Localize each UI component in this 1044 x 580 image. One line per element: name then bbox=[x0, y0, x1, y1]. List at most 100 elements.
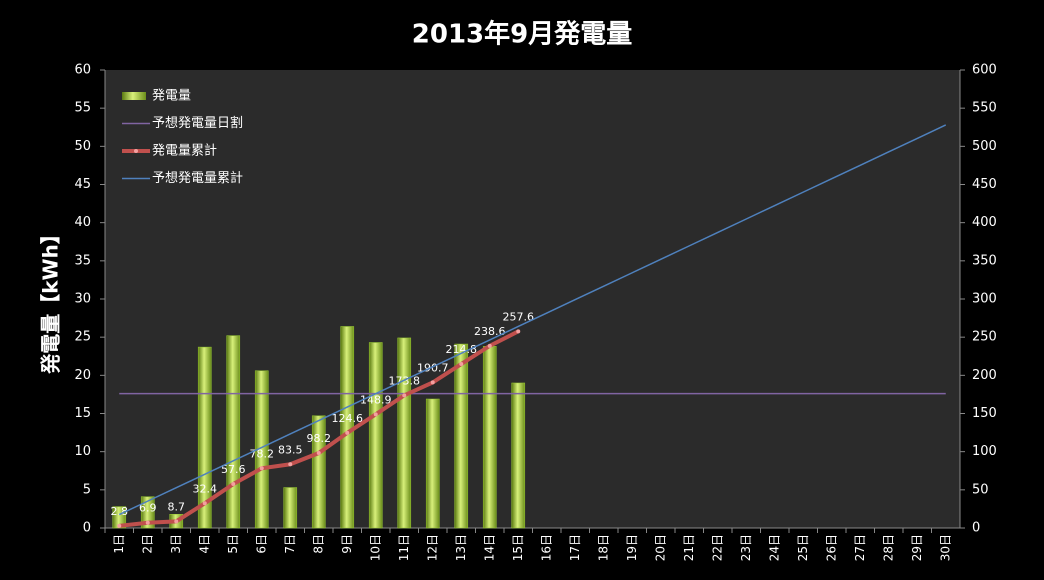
y-tick-label: 30 bbox=[74, 292, 91, 307]
marker bbox=[117, 523, 122, 528]
y2-tick-label: 0 bbox=[972, 521, 980, 536]
data-label: 257.6 bbox=[503, 310, 535, 323]
marker bbox=[288, 462, 293, 467]
y-tick-label: 60 bbox=[74, 63, 91, 78]
data-label: 98.2 bbox=[307, 432, 332, 445]
y2-tick-label: 300 bbox=[972, 292, 997, 307]
marker bbox=[145, 520, 150, 525]
x-tick-label: 14日 bbox=[482, 534, 496, 561]
y2-tick-label: 550 bbox=[972, 101, 997, 116]
data-label: 124.6 bbox=[332, 412, 364, 425]
y-tick-label: 40 bbox=[74, 215, 91, 230]
bar bbox=[482, 346, 497, 529]
bar bbox=[368, 342, 383, 529]
y-tick-label: 25 bbox=[74, 330, 91, 345]
x-tick-label: 3日 bbox=[169, 534, 183, 554]
y2-tick-label: 250 bbox=[972, 330, 997, 345]
marker bbox=[459, 362, 464, 367]
legend-label: 予想発電量日割 bbox=[152, 115, 243, 131]
x-tick-label: 2日 bbox=[140, 534, 154, 554]
y-tick-label: 55 bbox=[74, 101, 91, 116]
marker bbox=[516, 329, 521, 334]
x-tick-label: 24日 bbox=[767, 534, 781, 561]
y2-tick-label: 150 bbox=[972, 406, 997, 421]
x-tick-label: 20日 bbox=[653, 534, 667, 561]
legend-label: 発電量累計 bbox=[152, 143, 217, 159]
data-label: 238.6 bbox=[474, 325, 506, 338]
y2-tick-label: 500 bbox=[972, 139, 997, 154]
legend-swatch bbox=[122, 92, 146, 100]
x-tick-label: 6日 bbox=[254, 534, 268, 554]
data-label: 57.6 bbox=[221, 463, 246, 476]
x-tick-label: 19日 bbox=[625, 534, 639, 561]
x-tick-label: 15日 bbox=[511, 534, 525, 561]
x-tick-label: 8日 bbox=[311, 534, 325, 554]
marker bbox=[174, 519, 179, 524]
x-tick-label: 13日 bbox=[454, 534, 468, 561]
x-tick-label: 1日 bbox=[112, 534, 126, 554]
x-tick-label: 28日 bbox=[881, 534, 895, 561]
legend-label: 予想発電量累計 bbox=[152, 170, 243, 186]
marker bbox=[231, 482, 236, 487]
bar bbox=[425, 398, 440, 529]
x-tick-label: 29日 bbox=[910, 534, 924, 561]
y-tick-label: 10 bbox=[74, 444, 91, 459]
marker bbox=[259, 466, 264, 471]
bar bbox=[283, 487, 298, 529]
y2-tick-label: 100 bbox=[972, 444, 997, 459]
data-label: 6.9 bbox=[139, 502, 157, 515]
marker bbox=[430, 380, 435, 385]
bar bbox=[226, 335, 241, 529]
x-tick-label: 23日 bbox=[739, 534, 753, 561]
y-tick-label: 45 bbox=[74, 177, 91, 192]
chart-title: 2013年9月発電量 bbox=[412, 19, 632, 50]
x-tick-label: 11日 bbox=[397, 534, 411, 561]
x-tick-label: 5日 bbox=[226, 534, 240, 554]
x-tick-label: 27日 bbox=[853, 534, 867, 561]
y-tick-label: 15 bbox=[74, 406, 91, 421]
data-label: 78.2 bbox=[250, 447, 275, 460]
plot-area bbox=[105, 70, 960, 528]
legend-marker bbox=[134, 149, 138, 153]
y2-tick-label: 450 bbox=[972, 177, 997, 192]
y-tick-label: 20 bbox=[74, 368, 91, 383]
bar bbox=[311, 415, 326, 529]
data-label: 2.8 bbox=[111, 505, 129, 518]
marker bbox=[402, 393, 407, 398]
data-label: 8.7 bbox=[168, 500, 186, 513]
y2-tick-label: 600 bbox=[972, 63, 997, 78]
x-tick-label: 4日 bbox=[197, 534, 211, 554]
marker bbox=[487, 343, 492, 348]
x-tick-label: 9日 bbox=[340, 534, 354, 554]
data-label: 32.4 bbox=[193, 482, 218, 495]
y-axis-title: 発電量【kWh】 bbox=[39, 224, 63, 375]
marker bbox=[345, 430, 350, 435]
bar bbox=[112, 506, 127, 529]
x-tick-label: 7日 bbox=[283, 534, 297, 554]
data-label: 83.5 bbox=[278, 443, 303, 456]
marker bbox=[202, 501, 207, 506]
bar bbox=[254, 370, 269, 529]
x-tick-label: 26日 bbox=[824, 534, 838, 561]
bar bbox=[397, 337, 412, 529]
y-tick-label: 0 bbox=[83, 521, 91, 536]
x-tick-label: 22日 bbox=[710, 534, 724, 561]
y2-tick-label: 400 bbox=[972, 215, 997, 230]
y-tick-label: 50 bbox=[74, 139, 91, 154]
marker bbox=[316, 451, 321, 456]
legend-label: 発電量 bbox=[152, 89, 191, 104]
x-tick-label: 18日 bbox=[596, 534, 610, 561]
x-tick-label: 17日 bbox=[568, 534, 582, 561]
x-tick-label: 21日 bbox=[682, 534, 696, 561]
marker bbox=[373, 412, 378, 417]
x-tick-label: 16日 bbox=[539, 534, 553, 561]
bar bbox=[197, 346, 212, 529]
bar bbox=[340, 326, 355, 529]
y2-tick-label: 200 bbox=[972, 368, 997, 383]
line bbox=[118, 124, 947, 516]
y-tick-label: 5 bbox=[83, 482, 91, 497]
y2-tick-label: 350 bbox=[972, 253, 997, 268]
bar bbox=[511, 382, 526, 529]
data-label: 214.8 bbox=[446, 343, 478, 356]
